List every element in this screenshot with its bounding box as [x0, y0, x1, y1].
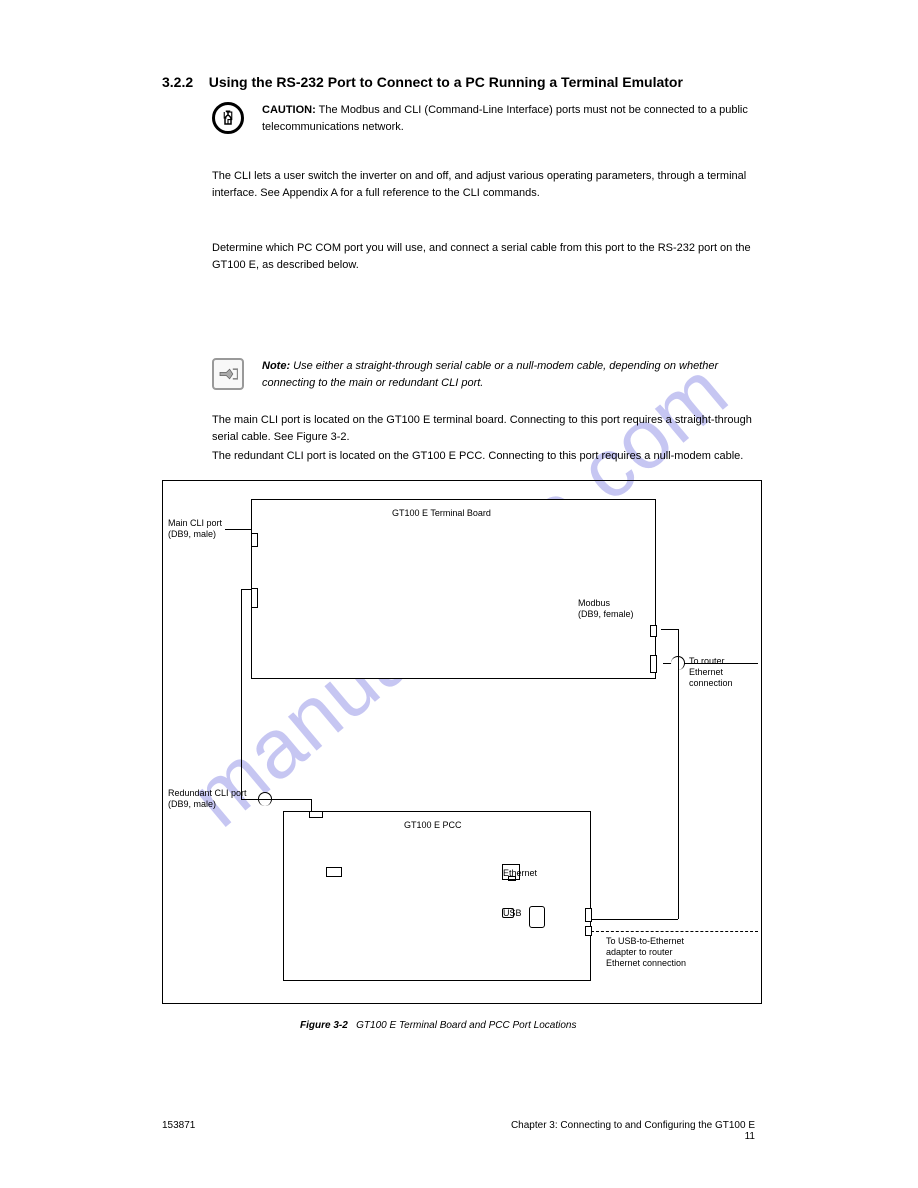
usb-router-l1: To USB-to-Ethernet — [606, 936, 686, 947]
to-router-sub: Ethernet connection — [689, 667, 761, 689]
modbus-connector-1 — [650, 625, 657, 637]
right-wire-v — [678, 629, 679, 919]
caution-text: The Modbus and CLI (Command-Line Interfa… — [262, 104, 748, 133]
right-wire-bottom — [591, 919, 678, 920]
modbus-text: Modbus — [578, 598, 634, 609]
usb-router-l2: adapter to router — [606, 947, 686, 958]
ethernet-out-connector — [650, 655, 657, 673]
pcc-label: GT100 E PCC — [404, 820, 462, 831]
ethernet-label: Ethernet — [503, 868, 537, 879]
modbus-label: Modbus (DB9, female) — [578, 598, 634, 620]
usb-router-l3: Ethernet connection — [606, 958, 686, 969]
footer-page: 11 — [500, 1131, 755, 1142]
redundant-cli-sub: (DB9, male) — [168, 799, 247, 810]
paragraph-4: The main CLI port is located on the GT10… — [212, 412, 757, 446]
caution-head: CAUTION: — [262, 104, 316, 116]
note-block: Note: Use either a straight-through seri… — [262, 358, 752, 392]
figure-title: GT100 E Terminal Board and PCC Port Loca… — [356, 1020, 576, 1031]
redundant-line — [253, 799, 281, 800]
wire-v1 — [241, 589, 242, 799]
main-cli-connector — [251, 533, 258, 547]
pcc-bracket — [529, 906, 545, 928]
pcc-right-conn-1 — [585, 908, 592, 922]
heading-title: Using the RS-232 Port to Connect to a PC… — [209, 74, 683, 90]
terminal-board-box: GT100 E Terminal Board — [251, 499, 656, 679]
caution-icon — [212, 102, 244, 134]
to-router-label: To router Ethernet connection — [689, 656, 761, 688]
footer-left: 153871 — [162, 1120, 195, 1131]
main-cli-text: Main CLI port — [168, 518, 222, 529]
to-router-text: To router — [689, 656, 761, 667]
usb-router-label: To USB-to-Ethernet adapter to router Eth… — [606, 936, 686, 968]
main-cli-sub: (DB9, male) — [168, 529, 222, 540]
figure-number: Figure 3-2 — [300, 1020, 348, 1031]
section-heading: 3.2.2 Using the RS-232 Port to Connect t… — [162, 74, 683, 90]
footer-right: Chapter 3: Connecting to and Configuring… — [500, 1120, 755, 1142]
terminal-board-label: GT100 E Terminal Board — [392, 508, 491, 519]
pcc-top-connector — [309, 811, 323, 818]
wire-v2 — [311, 799, 312, 811]
caution-block: CAUTION: The Modbus and CLI (Command-Lin… — [262, 102, 752, 136]
diagram-frame: GT100 E Terminal Board Main CLI port (DB… — [162, 480, 762, 1004]
paragraph-2: Determine which PC COM port you will use… — [212, 240, 757, 274]
usb-label: USB — [503, 908, 522, 919]
main-cli-line — [225, 529, 251, 530]
note-text: Use either a straight-through serial cab… — [262, 360, 718, 389]
note-head: Note: — [262, 360, 290, 372]
wire-h1 — [241, 589, 251, 590]
pcc-mid-rect — [326, 867, 342, 877]
heading-number: 3.2.2 — [162, 74, 193, 90]
main-cli-label: Main CLI port (DB9, male) — [168, 518, 222, 540]
redundant-cli-label: Redundant CLI port (DB9, male) — [168, 788, 247, 810]
paragraph-5: The redundant CLI port is located on the… — [212, 448, 757, 465]
usb-dashed-line — [591, 931, 758, 932]
right-wire-top — [661, 629, 678, 630]
note-icon — [212, 358, 244, 390]
footer-chapter: Chapter 3: Connecting to and Configuring… — [500, 1120, 755, 1131]
figure-caption: Figure 3-2 GT100 E Terminal Board and PC… — [300, 1020, 576, 1031]
paragraph-1: The CLI lets a user switch the inverter … — [212, 168, 757, 202]
modbus-sub: (DB9, female) — [578, 609, 634, 620]
redundant-cli-text: Redundant CLI port — [168, 788, 247, 799]
pcc-box: GT100 E PCC — [283, 811, 591, 981]
left-connector-2 — [251, 588, 258, 608]
